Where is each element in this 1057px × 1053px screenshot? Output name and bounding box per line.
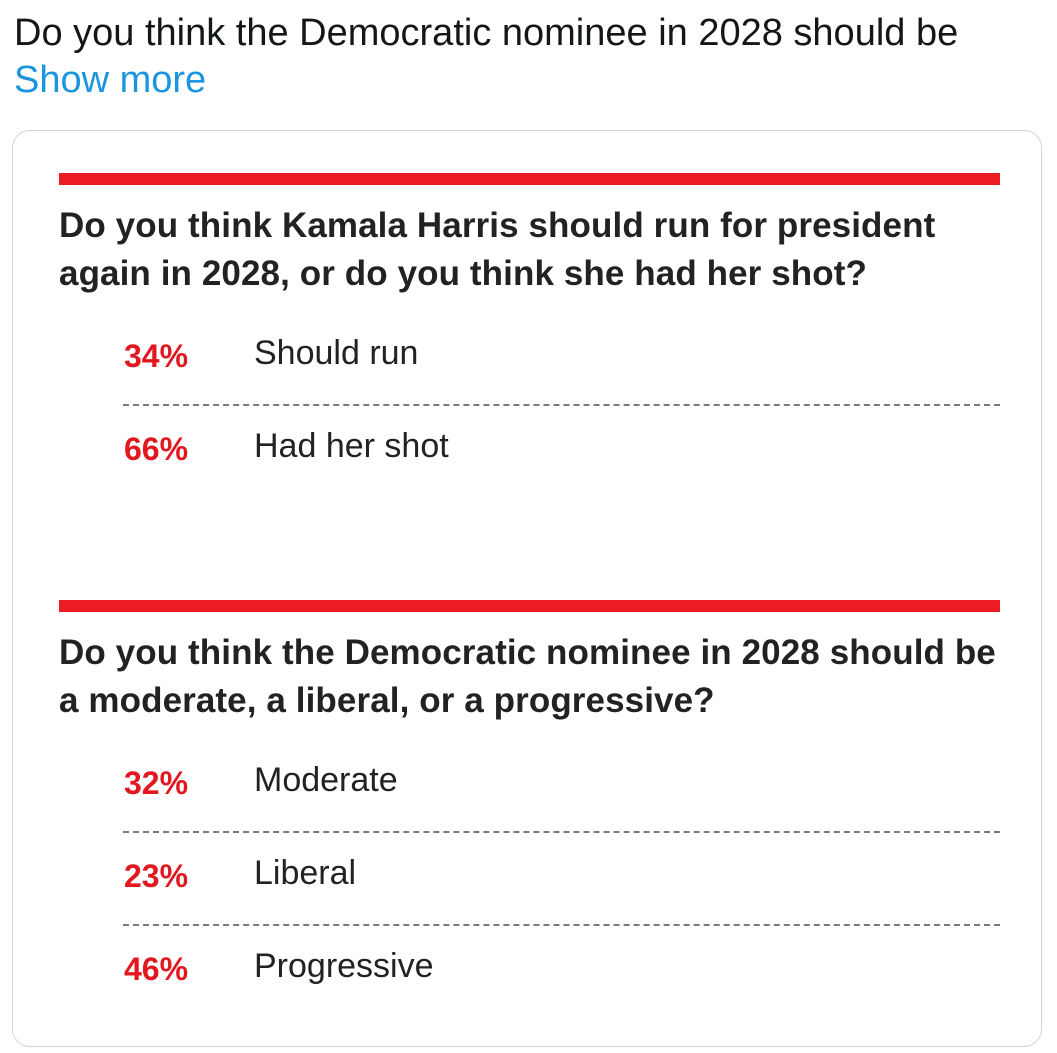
answer-list: 34% Should run 66% Had her shot [59,328,1000,514]
answer-percent: 32% [124,765,189,801]
section-divider-rule [59,600,1000,612]
answer-row: 46% Progressive [59,941,1000,1034]
poll-image-card[interactable]: Do you think Kamala Harris should run fo… [12,130,1042,1047]
tweet-body: Do you think the Democratic nominee in 2… [14,12,959,54]
dashed-divider [123,924,1000,926]
section-divider-rule [59,173,1000,185]
answer-row: 34% Should run [59,328,1000,421]
answer-label: Moderate [254,761,398,799]
answer-label: Liberal [254,854,357,892]
answer-label: Had her shot [254,427,449,465]
dashed-divider [123,831,1000,833]
poll-question-2: Do you think the Democratic nominee in 2… [59,600,1000,1034]
question-text: Do you think Kamala Harris should run fo… [59,206,936,293]
answer-label: Should run [254,334,419,372]
answer-percent: 46% [124,951,189,987]
poll-question-1: Do you think Kamala Harris should run fo… [59,173,1000,514]
answer-label: Progressive [254,947,434,985]
answer-row: 32% Moderate [59,755,1000,848]
show-more-link[interactable]: Show more [14,59,207,101]
answer-row: 66% Had her shot [59,421,1000,514]
answer-percent: 66% [124,431,189,467]
dashed-divider [123,404,1000,406]
answer-percent: 23% [124,858,189,894]
tweet-text: Do you think the Democratic nominee in 2… [14,10,1014,104]
answer-list: 32% Moderate 23% Liberal 46% Progressive [59,755,1000,1034]
answer-percent: 34% [124,338,189,374]
answer-row: 23% Liberal [59,848,1000,941]
question-text: Do you think the Democratic nominee in 2… [59,633,996,720]
